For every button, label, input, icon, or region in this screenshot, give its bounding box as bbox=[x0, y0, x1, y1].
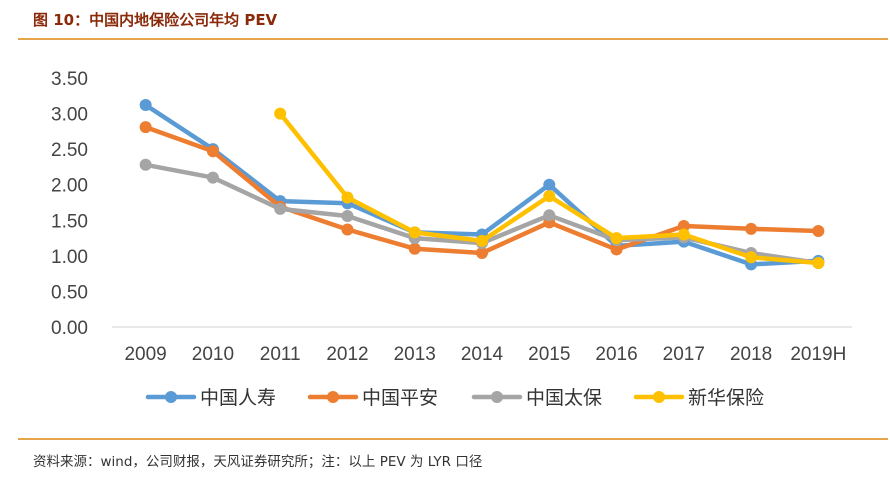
x-tick-label: 2012 bbox=[326, 344, 368, 365]
y-tick-label: 3.50 bbox=[51, 69, 88, 90]
data-point bbox=[745, 251, 758, 264]
series-4 bbox=[274, 107, 825, 269]
data-point bbox=[543, 178, 556, 191]
data-point bbox=[274, 202, 287, 215]
legend-swatch-marker bbox=[165, 391, 177, 403]
data-point bbox=[677, 228, 690, 241]
y-tick-label: 3.00 bbox=[51, 105, 88, 126]
legend-label: 中国平安 bbox=[362, 387, 438, 409]
figure-title: 图 10：中国内地保险公司年均 PEV bbox=[33, 11, 278, 29]
series-layer bbox=[139, 99, 825, 271]
data-point bbox=[543, 209, 556, 222]
data-point bbox=[610, 232, 623, 245]
y-tick-label: 0.00 bbox=[51, 318, 88, 339]
data-point bbox=[812, 224, 825, 237]
data-point bbox=[408, 242, 421, 255]
data-point bbox=[610, 243, 623, 256]
x-tick-label: 2009 bbox=[124, 344, 166, 365]
x-tick-label: 2017 bbox=[663, 344, 705, 365]
y-axis-ticks: 0.00 0.50 1.00 1.50 2.00 2.50 3.00 3.50 bbox=[51, 69, 88, 339]
data-point bbox=[206, 145, 219, 158]
x-tick-label: 2010 bbox=[192, 344, 234, 365]
top-divider bbox=[18, 38, 888, 40]
x-tick-label: 2019H bbox=[790, 344, 846, 365]
legend-swatch-marker bbox=[327, 391, 339, 403]
data-point bbox=[476, 234, 488, 247]
series-2 bbox=[139, 121, 825, 260]
legend: 中国人寿 中国平安 中国太保 新华保险 bbox=[145, 387, 764, 409]
legend-swatch-marker bbox=[491, 391, 503, 403]
x-tick-label: 2016 bbox=[595, 344, 637, 365]
x-tick-label: 2015 bbox=[528, 344, 570, 365]
data-point bbox=[408, 226, 421, 239]
y-tick-label: 1.00 bbox=[51, 247, 88, 268]
legend-label: 中国人寿 bbox=[200, 387, 276, 409]
data-point bbox=[677, 219, 690, 232]
data-point bbox=[206, 171, 219, 184]
data-point bbox=[139, 121, 152, 134]
legend-swatch-marker bbox=[653, 391, 665, 403]
legend-label: 中国太保 bbox=[526, 387, 602, 409]
x-tick-label: 2013 bbox=[394, 344, 436, 365]
data-point bbox=[274, 107, 287, 120]
x-tick-label: 2011 bbox=[260, 344, 301, 365]
data-point bbox=[745, 222, 758, 235]
bottom-divider bbox=[18, 438, 888, 440]
x-tick-label: 2018 bbox=[730, 344, 772, 365]
y-tick-label: 2.00 bbox=[51, 176, 88, 197]
x-tick-label: 2014 bbox=[461, 344, 504, 365]
data-point bbox=[139, 158, 152, 171]
y-tick-label: 1.50 bbox=[51, 211, 88, 232]
data-point bbox=[543, 190, 556, 203]
data-point bbox=[476, 247, 488, 260]
y-tick-label: 0.50 bbox=[51, 282, 88, 303]
x-axis-ticks: 2009 2010 2011 2012 2013 2014 2015 2016 2017 2018… bbox=[124, 344, 846, 365]
data-point bbox=[139, 99, 152, 112]
legend-item: 中国太保 bbox=[471, 387, 602, 409]
legend-item: 中国平安 bbox=[307, 387, 438, 409]
source-note: 资料来源：wind，公司财报，天风证券研究所；注：以上 PEV 为 LYR 口径 bbox=[33, 454, 483, 470]
y-tick-label: 2.50 bbox=[51, 140, 88, 161]
data-point bbox=[341, 191, 354, 204]
data-point bbox=[341, 210, 354, 223]
data-point bbox=[341, 223, 354, 236]
data-point bbox=[812, 256, 825, 269]
legend-label: 新华保险 bbox=[688, 387, 764, 409]
legend-item: 新华保险 bbox=[633, 387, 764, 409]
legend-item: 中国人寿 bbox=[145, 387, 276, 409]
